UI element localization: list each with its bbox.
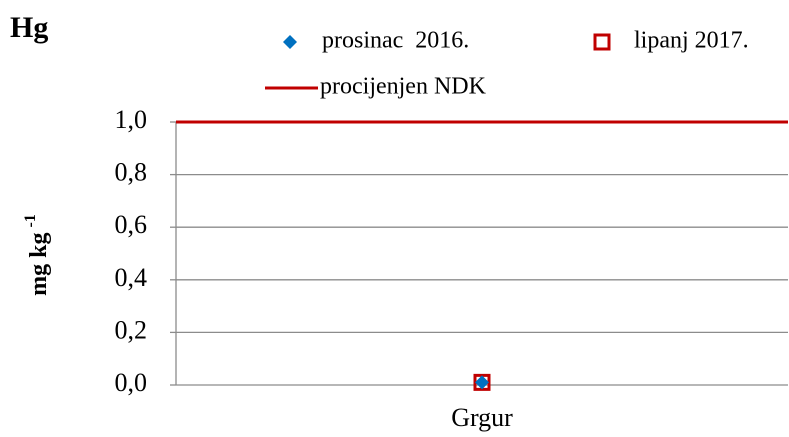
legend-diamond — [283, 35, 297, 49]
y-axis-label: mg kg -1 — [22, 214, 52, 296]
y-tick-label: 0,2 — [115, 315, 148, 344]
y-axis-label-exponent: -1 — [22, 214, 39, 227]
legend-label: procijenjen NDK — [320, 74, 487, 100]
y-tick-label: 0,6 — [115, 210, 148, 239]
y-tick-label: 1,0 — [115, 105, 148, 134]
y-axis-label-text: mg kg — [26, 232, 52, 295]
y-tick-label: 0,4 — [115, 263, 148, 292]
legend-label: lipanj 2017. — [634, 28, 749, 54]
legend-label: prosinac 2016. — [322, 28, 469, 54]
x-tick-label: Grgur — [451, 403, 513, 432]
chart-title: Hg — [10, 11, 48, 44]
y-tick-label: 0,0 — [115, 368, 148, 397]
y-tick-label: 0,8 — [115, 158, 148, 187]
marker-diamond — [475, 375, 489, 390]
legend-square — [593, 33, 611, 51]
